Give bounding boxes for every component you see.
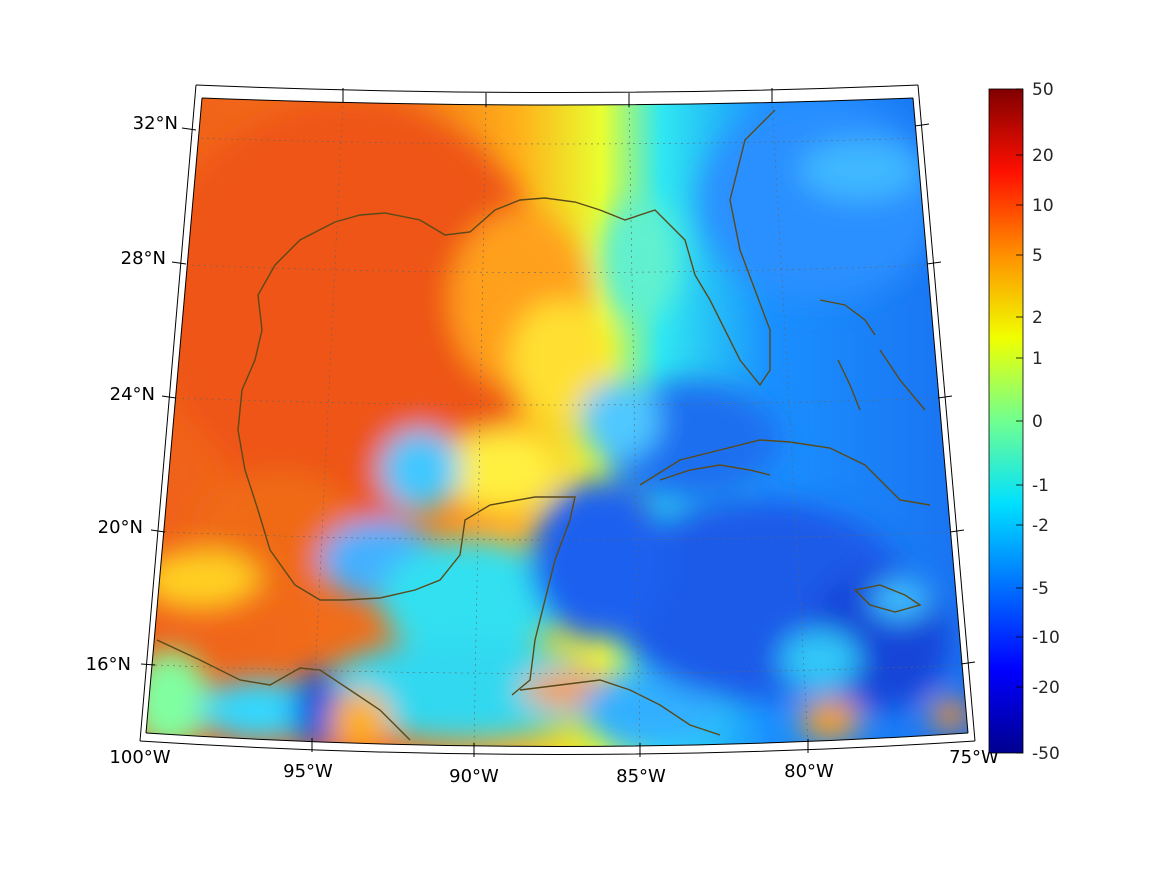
colorbar-label-1: 1 — [1032, 349, 1043, 369]
colorbar-label-neg50: -50 — [1032, 744, 1060, 764]
colorbar-label-neg2: -2 — [1032, 516, 1049, 536]
data-field — [146, 98, 968, 747]
lat-label-28n: 28°N — [121, 248, 166, 269]
colorbar-label-neg20: -20 — [1032, 678, 1060, 698]
lat-label-24n: 24°N — [110, 384, 155, 405]
lat-label-16n: 16°N — [86, 654, 131, 675]
colorbar-label-neg10: -10 — [1032, 628, 1060, 648]
colorbar-label-20: 20 — [1032, 146, 1054, 166]
lat-labels: 32°N 28°N 24°N 20°N 16°N — [86, 113, 178, 675]
colorbar-label-neg5: -5 — [1032, 579, 1049, 599]
map-frame — [139, 84, 976, 755]
colorbar-label-2: 2 — [1032, 308, 1043, 328]
colorbar-label-5: 5 — [1032, 246, 1043, 266]
colorbar-label-50: 50 — [1032, 80, 1054, 100]
lon-labels: 100°W 95°W 90°W 85°W 80°W 75°W — [109, 747, 999, 787]
lon-label-100w: 100°W — [109, 747, 170, 768]
lon-label-90w: 90°W — [449, 766, 499, 787]
graticule — [154, 99, 963, 746]
colorbar-label-neg1: -1 — [1032, 476, 1049, 496]
lon-label-75w: 75°W — [949, 747, 999, 768]
colorbar-label-0: 0 — [1032, 412, 1043, 432]
colorbar: 50 20 10 5 2 1 0 -1 -2 -5 -10 -20 -50 — [988, 80, 1060, 764]
colorbar-ticks — [1016, 88, 1023, 754]
lon-label-95w: 95°W — [283, 761, 333, 782]
lon-label-85w: 85°W — [616, 766, 666, 787]
tick-marks — [140, 88, 976, 757]
lat-label-20n: 20°N — [98, 517, 143, 538]
colorbar-label-10: 10 — [1032, 196, 1054, 216]
lat-label-32n: 32°N — [133, 113, 178, 134]
lon-label-80w: 80°W — [784, 761, 834, 782]
